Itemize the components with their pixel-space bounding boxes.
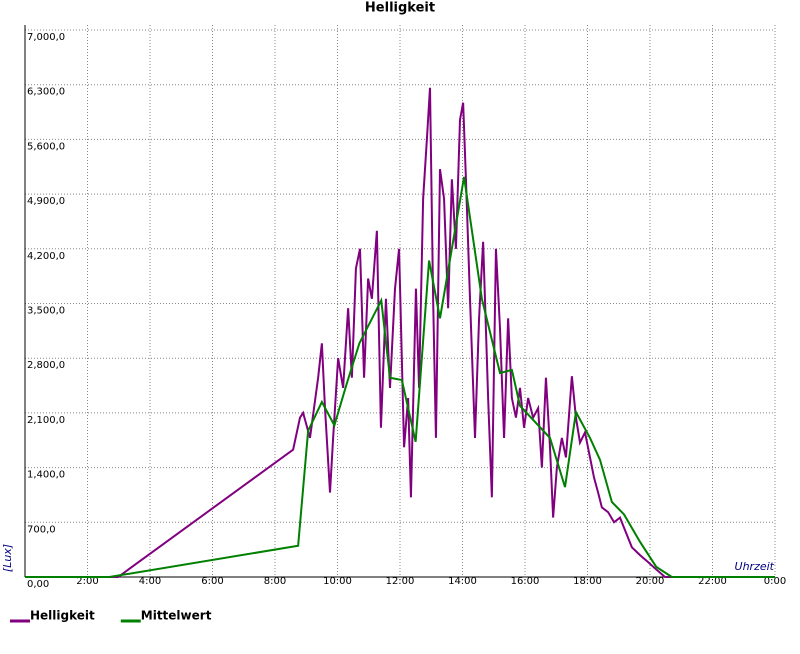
y-tick-label: 0,00 (27, 579, 49, 590)
x-tick-label: 8:00 (264, 576, 286, 587)
y-tick-label: 7,000,0 (27, 32, 65, 43)
y-tick-label: 5,600,0 (27, 141, 65, 152)
x-tick-label: 12:00 (386, 576, 415, 587)
x-tick-label: 4:00 (139, 576, 161, 587)
x-tick-label: 14:00 (448, 576, 477, 587)
x-tick-label: 2:00 (76, 576, 98, 587)
x-tick-label: 20:00 (636, 576, 665, 587)
y-tick-label: 700,0 (27, 524, 56, 535)
legend-label: Helligkeit (30, 609, 95, 623)
y-tick-label: 3,500,0 (27, 306, 65, 317)
x-tick-label: 6:00 (201, 576, 223, 587)
x-tick-label: 22:00 (698, 576, 727, 587)
y-axis-label: [Lux] (1, 544, 14, 572)
x-axis-label: Uhrzeit (735, 560, 775, 573)
series-line (25, 87, 775, 578)
y-tick-label: 4,200,0 (27, 251, 65, 262)
y-tick-label: 6,300,0 (27, 87, 65, 98)
chart-title: Helligkeit (365, 1, 435, 16)
series-line (25, 176, 775, 578)
legend-label: Mittelwert (141, 609, 212, 623)
x-tick-label: 0:00 (764, 576, 786, 587)
x-tick-label: 10:00 (323, 576, 352, 587)
y-tick-label: 4,900,0 (27, 196, 65, 207)
y-tick-label: 2,100,0 (27, 415, 65, 426)
y-tick-label: 1,400,0 (27, 470, 65, 481)
x-tick-label: 18:00 (573, 576, 602, 587)
x-tick-label: 16:00 (511, 576, 540, 587)
y-tick-label: 2,800,0 (27, 360, 65, 371)
